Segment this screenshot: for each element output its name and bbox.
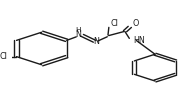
Text: Cl: Cl (111, 19, 119, 28)
Text: HN: HN (133, 36, 145, 45)
Text: N: N (75, 30, 81, 39)
Text: O: O (133, 19, 139, 28)
Text: H: H (76, 27, 81, 33)
Text: Cl: Cl (0, 52, 7, 61)
Text: N: N (93, 38, 99, 46)
